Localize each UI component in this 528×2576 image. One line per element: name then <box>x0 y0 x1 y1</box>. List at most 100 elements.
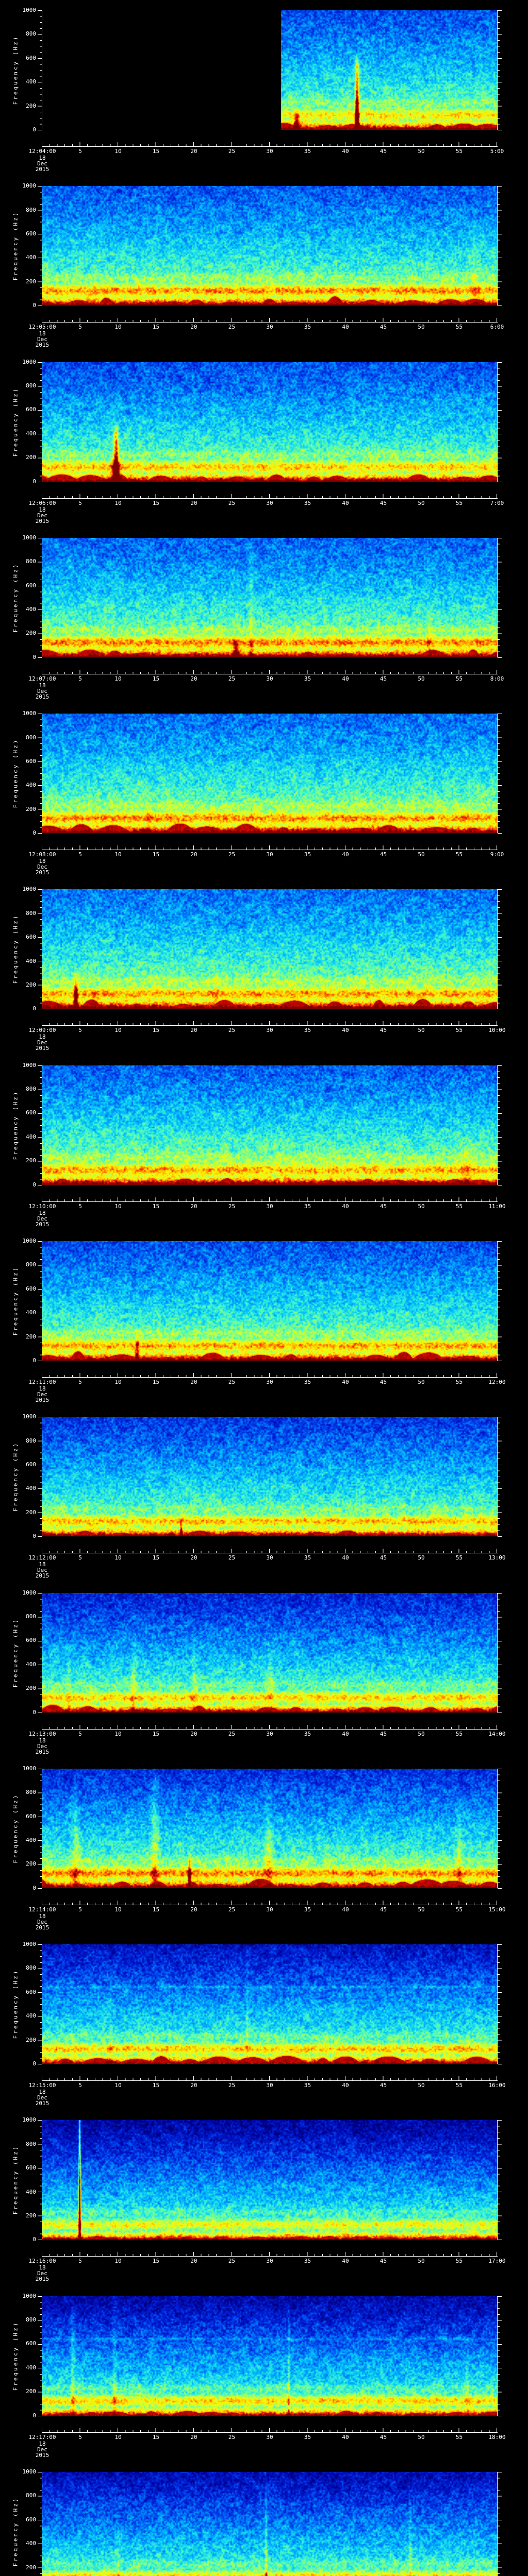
spectrogram-panel: Frequency (Hz) 0 200 400 600 800 1000 12:14:0… <box>0 1758 528 1934</box>
y-tick-label: 200 <box>26 1860 36 1868</box>
x-tick-label: 45 <box>380 324 387 331</box>
y-axis-title: Frequency (Hz) <box>12 1442 19 1512</box>
x-tick-label: 35 <box>304 148 311 155</box>
x-tick-label: 55 <box>455 851 463 858</box>
y-tick-label: 600 <box>26 1109 36 1116</box>
y-tick-label: 600 <box>26 757 36 765</box>
y-axis-minor-ticks-right <box>498 1944 500 2065</box>
y-tick-label: 600 <box>26 934 36 941</box>
spectrogram-panel: Frequency (Hz) 0 200 400 600 800 1000 12:12:0… <box>0 1406 528 1582</box>
y-axis-minor-ticks-right <box>498 186 500 307</box>
x-tick-label: 40 <box>342 2258 349 2265</box>
start-time-label: 12:04:00 <box>28 148 56 155</box>
time-axis-line <box>42 1728 498 1730</box>
x-tick-label: 5 <box>78 1378 82 1385</box>
date-month: Dec <box>37 1742 47 1750</box>
spectrogram-image <box>42 362 497 482</box>
x-tick-label: 30 <box>266 851 273 858</box>
time-axis-minor-ticks <box>42 848 498 850</box>
start-time-label: 12:16:00 <box>28 2258 56 2265</box>
date-year: 2015 <box>35 693 50 700</box>
x-tick-label: 25 <box>228 148 236 155</box>
time-axis-minor-ticks <box>42 1726 498 1729</box>
x-tick-label: 45 <box>380 1202 387 1210</box>
x-tick-label: 15 <box>152 1554 160 1562</box>
x-tick-label: 5 <box>78 2082 82 2089</box>
y-tick-label: 800 <box>26 2316 36 2324</box>
y-tick-label: 600 <box>26 54 36 61</box>
x-tick-label: 20 <box>190 851 197 858</box>
x-tick-label: 50 <box>418 851 425 858</box>
y-tick-label: 800 <box>26 2492 36 2499</box>
x-tick-label: 30 <box>266 324 273 331</box>
date-year: 2015 <box>35 1221 50 1228</box>
date-day: 18 <box>39 682 46 689</box>
start-time-label: 12:13:00 <box>28 1730 56 1737</box>
y-tick-label: 800 <box>26 382 36 389</box>
start-time-label: 12:07:00 <box>28 675 56 682</box>
y-axis-minor-ticks-right <box>498 1768 500 1889</box>
y-axis-title: Frequency (Hz) <box>12 1969 19 2039</box>
time-axis-minor-ticks <box>42 1551 498 1553</box>
x-tick-label: 25 <box>228 499 236 506</box>
y-tick-label: 1000 <box>22 710 37 717</box>
x-tick-label: 35 <box>304 675 311 682</box>
y-tick-label: 600 <box>26 1988 36 1995</box>
x-tick-label: 20 <box>190 2082 197 2089</box>
date-year: 2015 <box>35 517 50 524</box>
y-axis-minor-ticks-left <box>40 1768 42 1889</box>
spectrogram-plot <box>42 186 498 306</box>
y-axis-minor-ticks-right <box>498 1592 500 1713</box>
time-axis-minor-ticks <box>42 1902 498 1905</box>
x-tick-label: 45 <box>380 2258 387 2265</box>
y-tick-label: 1000 <box>22 358 37 365</box>
x-tick-label: 10 <box>114 324 122 331</box>
spectrogram-plot <box>42 1592 498 1713</box>
date-month: Dec <box>37 1039 47 1046</box>
x-tick-label: 20 <box>190 324 197 331</box>
y-axis-minor-ticks-left <box>40 889 42 1010</box>
time-axis-line <box>42 1377 498 1378</box>
start-time-label: 12:17:00 <box>28 2433 56 2441</box>
y-axis-minor-ticks-right <box>498 889 500 1010</box>
spectrogram-image <box>42 2120 497 2240</box>
y-axis-minor-ticks-right <box>498 362 500 482</box>
x-tick-label: 55 <box>455 1027 463 1034</box>
x-tick-label: 35 <box>304 2433 311 2441</box>
x-tick-label: 40 <box>342 2433 349 2441</box>
x-tick-label: 15 <box>152 499 160 506</box>
date-day: 18 <box>39 1209 46 1216</box>
y-tick-label: 800 <box>26 1613 36 1620</box>
y-tick-label: 600 <box>26 406 36 413</box>
spectrogram-panel: Frequency (Hz) 0 200 400 600 800 1000 12:10:0… <box>0 1055 528 1231</box>
x-tick-label: 30 <box>266 499 273 506</box>
y-tick-label: 400 <box>26 1660 36 1668</box>
x-tick-label: 25 <box>228 2433 236 2441</box>
y-tick-label: 200 <box>26 2388 36 2395</box>
y-tick-label: 200 <box>26 1509 36 1516</box>
y-tick-label: 600 <box>26 230 36 238</box>
y-tick-label: 400 <box>26 1485 36 1492</box>
x-tick-label: 20 <box>190 1554 197 1562</box>
x-tick-label: 40 <box>342 851 349 858</box>
y-tick-label: 200 <box>26 1333 36 1340</box>
date-month: Dec <box>37 336 47 343</box>
x-tick-label: 40 <box>342 1554 349 1562</box>
y-axis-minor-ticks-right <box>498 714 500 834</box>
x-tick-label: 20 <box>190 1202 197 1210</box>
y-tick-label: 1000 <box>22 1413 37 1420</box>
date-month: Dec <box>37 2094 47 2102</box>
x-tick-label: 40 <box>342 324 349 331</box>
x-tick-label: 25 <box>228 851 236 858</box>
x-tick-label: 40 <box>342 1906 349 1913</box>
y-axis-title: Frequency (Hz) <box>12 211 19 281</box>
y-tick-label: 1000 <box>22 7 37 13</box>
y-axis-minor-ticks-right <box>498 1065 500 1185</box>
x-tick-label: 15 <box>152 1202 160 1210</box>
y-tick-label: 1000 <box>22 182 37 190</box>
x-tick-label: 40 <box>342 1202 349 1210</box>
x-tick-label: 15 <box>152 1027 160 1034</box>
y-tick-label: 800 <box>26 909 36 917</box>
end-time-label: 5:00 <box>490 148 504 155</box>
x-tick-label: 10 <box>114 1202 122 1210</box>
